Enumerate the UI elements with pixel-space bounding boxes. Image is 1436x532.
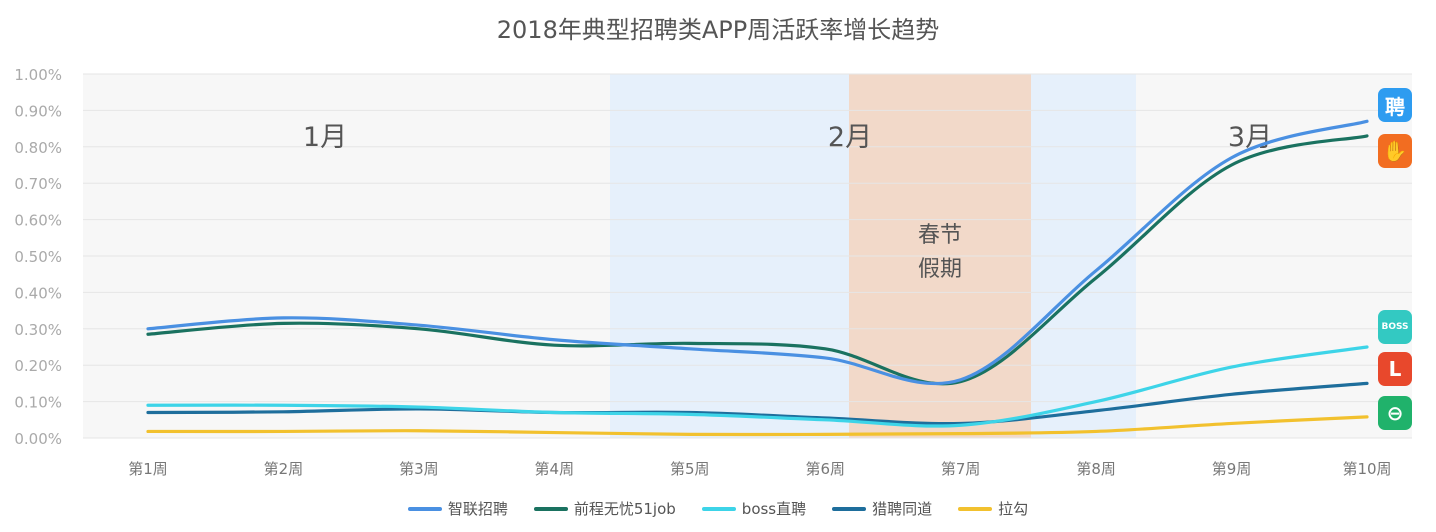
x-axis-ticks: 第1周 第2周 第3周 第4周 第5周 第6周 第7周 第8周 第9周 第10周 [128,460,1391,478]
period-label: 2月 [828,122,872,153]
legend-swatch [533,506,568,511]
series-line [146,381,1369,426]
legend-item: 拉勾 [958,498,1028,519]
legend-label: boss直聘 [741,500,807,518]
y-tick-label: 0.20% [14,357,62,375]
x-tick-label: 第1周 [128,460,168,478]
legend-label: 拉勾 [998,500,1029,518]
zhaopin-icon: 聘 [1378,88,1412,122]
legend-item: 智联招聘 [407,498,508,519]
series-lines [146,119,1369,437]
grid-lines [83,73,1412,439]
y-tick-label: 0.40% [14,284,62,302]
y-tick-label: 0.70% [14,175,62,193]
y-tick-label: 0.00% [14,430,62,448]
period-label: 1月 [303,122,347,153]
y-tick-label: 0.60% [14,212,62,230]
series-line [146,134,1369,386]
boss-icon: BOSS [1378,310,1412,344]
series-line [146,345,1369,428]
legend-label: 智联招聘 [447,500,508,518]
lagou-icon: L [1378,352,1412,386]
series-line [146,119,1369,386]
legend: 智联招聘 前程无忧51job boss直聘 猎聘同道 拉勾 [0,498,1436,519]
legend-swatch [407,506,442,511]
legend-swatch [701,506,736,511]
y-tick-label: 0.10% [14,394,62,412]
x-tick-label: 第2周 [264,460,304,478]
legend-swatch [832,506,867,511]
chart-title: 2018年典型招聘类APP周活跃率增长趋势 [497,16,939,44]
y-tick-label: 0.30% [14,321,62,339]
legend-label: 前程无忧51job [573,500,676,518]
x-tick-label: 第9周 [1212,460,1252,478]
y-axis-ticks: 0.00% 0.10% 0.20% 0.30% 0.40% 0.50% 0.60% 0.70%… [14,66,62,448]
holiday-label-line2: 假期 [918,257,962,282]
y-tick-label: 0.90% [14,102,62,120]
x-tick-label: 第6周 [805,460,845,478]
x-tick-label: 第10周 [1342,460,1391,478]
y-tick-label: 1.00% [14,66,62,84]
x-tick-label: 第5周 [670,460,710,478]
51job-icon: ✋ [1378,134,1412,168]
x-tick-label: 第7周 [941,460,981,478]
legend-swatch [958,506,993,511]
liepin-icon: ⊖ [1378,396,1412,430]
legend-item: 前程无忧51job [533,498,676,519]
x-tick-label: 第4周 [535,460,575,478]
y-tick-label: 0.80% [14,139,62,157]
y-tick-label: 0.50% [14,248,62,266]
legend-item: boss直聘 [701,498,807,519]
legend-item: 猎聘同道 [832,498,932,519]
series-line [146,415,1369,437]
x-tick-label: 第8周 [1076,460,1116,478]
legend-label: 猎聘同道 [872,500,933,518]
x-tick-label: 第3周 [399,460,439,478]
holiday-label-line1: 春节 [918,223,962,248]
